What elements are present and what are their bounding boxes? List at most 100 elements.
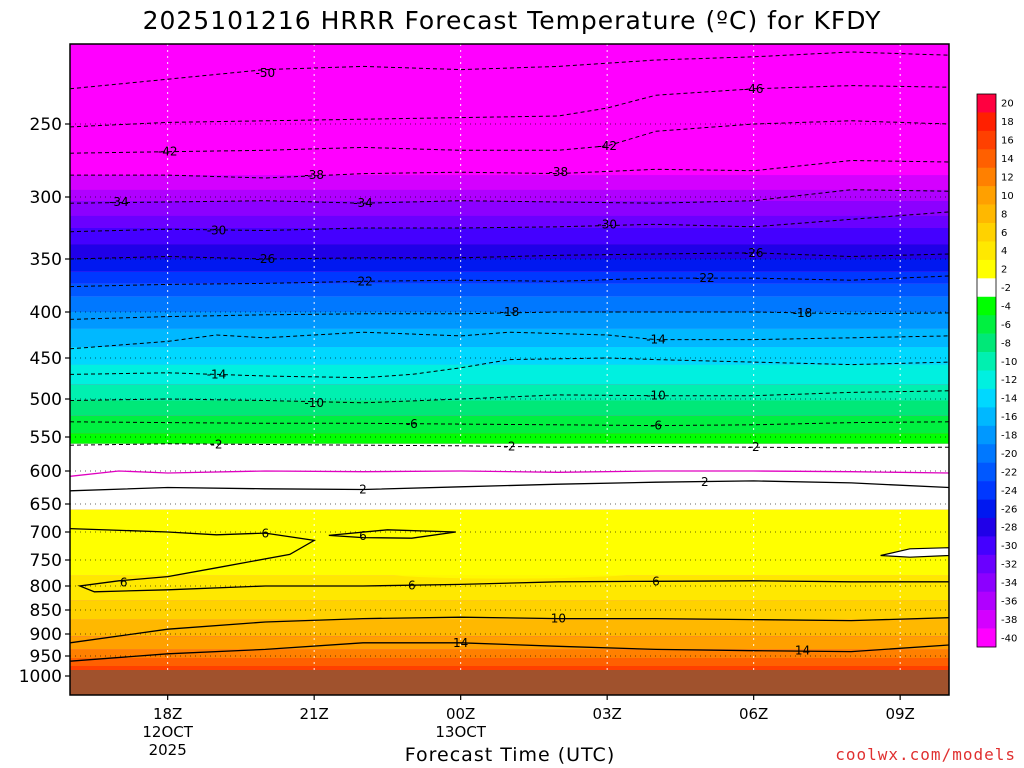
x-tick-label: 21Z xyxy=(299,705,328,723)
contour-line-2-14 xyxy=(70,480,949,492)
y-tick-label: 700 xyxy=(30,523,62,543)
band--30 xyxy=(70,228,949,245)
colorbar-label: 18 xyxy=(1001,117,1014,128)
colorbar-swatch xyxy=(977,186,996,205)
colorbar-label: 10 xyxy=(1001,191,1014,202)
contour-line-6-16 xyxy=(328,529,456,539)
colorbar-swatch xyxy=(977,628,996,648)
colorbar-label: -4 xyxy=(1001,301,1011,312)
colorbar-swatch xyxy=(977,94,996,113)
colorbar-label: -12 xyxy=(1001,375,1017,386)
contour-label: -38 xyxy=(549,165,569,179)
contour-label: -34 xyxy=(353,196,373,210)
colorbar-frame xyxy=(976,93,997,648)
band--22 xyxy=(70,283,949,297)
y-tick-label: 650 xyxy=(30,495,62,515)
band--50 xyxy=(70,68,949,154)
band-10 xyxy=(70,619,949,637)
colorbar-swatch xyxy=(977,149,996,169)
colorbar-label: -6 xyxy=(1001,320,1011,331)
y-tick-label: 250 xyxy=(30,115,62,135)
band--16 xyxy=(70,328,949,347)
contour-label: -26 xyxy=(256,252,276,266)
band-18 xyxy=(70,666,949,672)
colorbar-swatch xyxy=(977,259,996,279)
contour-label: 2 xyxy=(359,482,367,496)
colorbar-swatch xyxy=(977,333,996,353)
contour-label: -14 xyxy=(646,333,666,347)
band--26 xyxy=(70,259,949,272)
colorbar-label: -14 xyxy=(1001,394,1017,405)
colorbar-label: -36 xyxy=(1001,596,1017,607)
colorbar-label: 4 xyxy=(1001,246,1007,257)
colorbar-swatch xyxy=(977,517,996,537)
contour-line-m42-2 xyxy=(70,120,949,154)
colorbar-swatch xyxy=(977,241,996,261)
colorbar-swatch xyxy=(977,167,996,187)
colorbar-swatch xyxy=(977,444,996,463)
colorbar-swatch xyxy=(977,591,996,611)
contour-label: -2 xyxy=(211,437,223,451)
y-tick-label: 350 xyxy=(30,250,62,270)
colorbar-swatch xyxy=(977,407,996,427)
x-tick-date: 12OCT xyxy=(142,723,193,741)
colorbar-label: -18 xyxy=(1001,431,1017,442)
y-tick-label: 550 xyxy=(30,428,62,448)
contour-label: 10 xyxy=(551,612,566,626)
colorbar-label: -20 xyxy=(1001,449,1017,460)
colorbar-swatch xyxy=(977,352,996,371)
contour-line-6-15 xyxy=(70,527,949,593)
colorbar-swatch xyxy=(977,610,996,629)
y-tick-label: 850 xyxy=(30,601,62,621)
temperature-bands xyxy=(70,44,949,695)
contour-label: -22 xyxy=(695,271,715,285)
grid-lines xyxy=(70,44,949,695)
colorbar-label: 12 xyxy=(1001,172,1014,183)
colorbar-swatch xyxy=(977,425,996,445)
band-2 xyxy=(70,487,949,510)
x-tick-label: 00Z xyxy=(446,705,475,723)
contour-label: 6 xyxy=(359,529,367,543)
band--4 xyxy=(70,433,949,444)
y-tick-label: 400 xyxy=(30,303,62,323)
colorbar-swatch xyxy=(977,536,996,556)
contour-label: -10 xyxy=(646,389,666,403)
y-axis: 250 300 350 400 450 500 550 600 650 700 750 800 850 9… xyxy=(19,115,70,687)
y-tick-label: 500 xyxy=(30,390,62,410)
credit-link[interactable]: coolwx.com/models xyxy=(835,745,1016,764)
colorbar-swatch xyxy=(977,370,996,390)
contour-label: 14 xyxy=(453,636,468,650)
chart-title: 2025101216 HRRR Forecast Temperature (ºC… xyxy=(142,6,882,35)
colorbar-label: -28 xyxy=(1001,523,1017,534)
band-16 xyxy=(70,658,949,666)
colorbar-swatch xyxy=(977,499,996,519)
contour-line-m46-1 xyxy=(70,85,949,128)
colorbar-label: -32 xyxy=(1001,560,1017,571)
colorbar-label: -38 xyxy=(1001,615,1017,626)
band--36 xyxy=(70,189,949,201)
colorbar-label: -34 xyxy=(1001,578,1017,589)
band--2 xyxy=(70,443,949,488)
contour-label: 2 xyxy=(701,475,709,489)
colorbar-label: -30 xyxy=(1001,541,1017,552)
contour-label: -22 xyxy=(353,274,373,288)
y-tick-label: 300 xyxy=(30,188,62,208)
white-pocket-0 xyxy=(880,547,949,558)
contour-label: -34 xyxy=(109,195,129,209)
colorbar-label: 8 xyxy=(1001,209,1007,220)
x-tick-year: 2025 xyxy=(149,741,187,759)
colorbar: 20 18 16 14 12 10 8 6 4 2 -2 -4 -6 -8 -10 -12 -14 -16 -18 -… xyxy=(976,93,1017,648)
contour-line-m14-9 xyxy=(70,331,949,350)
y-tick-label: 600 xyxy=(30,462,62,482)
contour-label: -50 xyxy=(256,66,276,80)
freezing-line xyxy=(70,470,949,477)
colorbar-label: 14 xyxy=(1001,154,1014,165)
contour-label: -46 xyxy=(744,82,764,96)
contour-label: -2 xyxy=(748,440,760,454)
contour-label: -38 xyxy=(304,168,324,182)
colorbar-label: -26 xyxy=(1001,504,1017,515)
band--24 xyxy=(70,271,949,284)
colorbar-swatch xyxy=(977,388,996,408)
